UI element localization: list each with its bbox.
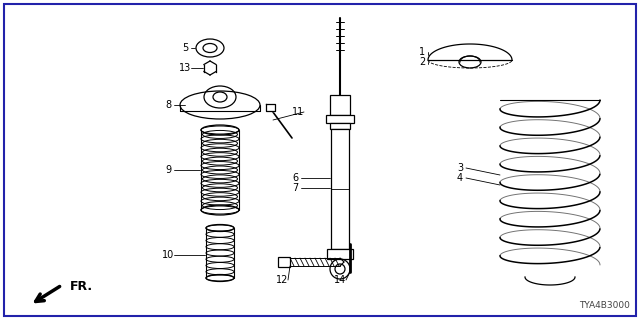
Text: 4: 4: [457, 173, 463, 183]
Text: TYA4B3000: TYA4B3000: [579, 301, 630, 310]
FancyBboxPatch shape: [327, 249, 353, 259]
Text: 14: 14: [334, 275, 346, 285]
Polygon shape: [266, 104, 275, 111]
Text: 1: 1: [419, 47, 425, 57]
Text: 12: 12: [276, 275, 288, 285]
Text: 2: 2: [419, 57, 425, 67]
Text: 9: 9: [165, 165, 171, 175]
FancyBboxPatch shape: [278, 257, 290, 267]
Text: FR.: FR.: [70, 281, 93, 293]
FancyBboxPatch shape: [330, 95, 350, 115]
Text: 3: 3: [457, 163, 463, 173]
FancyBboxPatch shape: [330, 123, 350, 129]
FancyBboxPatch shape: [326, 115, 354, 123]
Text: 8: 8: [165, 100, 171, 110]
Text: 5: 5: [182, 43, 188, 53]
Text: 10: 10: [162, 250, 174, 260]
Text: 11: 11: [292, 107, 304, 117]
Text: 13: 13: [179, 63, 191, 73]
Text: 6: 6: [292, 173, 298, 183]
FancyBboxPatch shape: [331, 129, 349, 249]
Text: 7: 7: [292, 183, 298, 193]
